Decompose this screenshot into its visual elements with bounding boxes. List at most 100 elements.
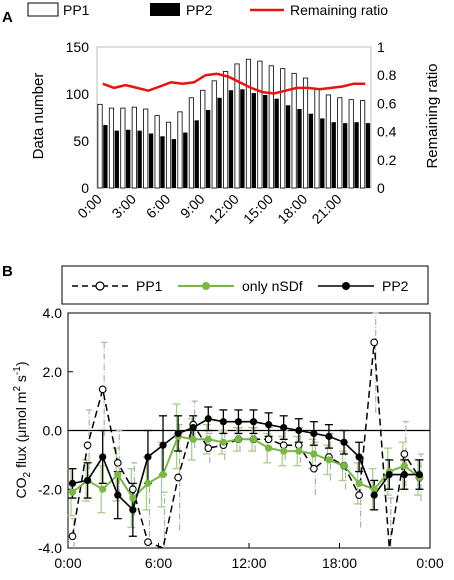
a-ytick-right-label: 0.4 xyxy=(377,124,397,140)
legend-pp2-marker xyxy=(342,282,350,290)
bar-pp2 xyxy=(103,125,108,188)
b-xtick-label: 18:00 xyxy=(322,555,357,571)
legend-pp2-label-b: PP2 xyxy=(382,278,409,294)
panel-b-legend: PP1 only nSDf PP2 xyxy=(61,265,429,305)
bar-pp2 xyxy=(251,93,256,188)
a-xtick-label: 9:00 xyxy=(177,191,208,222)
point-nsdf xyxy=(355,479,363,487)
point-pp2 xyxy=(129,506,137,514)
a-ytick-right-label: 0 xyxy=(377,180,385,196)
point-pp1 xyxy=(264,435,273,444)
panel-a-ratio-line xyxy=(102,72,366,95)
point-nsdf xyxy=(189,435,197,443)
point-pp2 xyxy=(159,441,167,449)
point-pp2 xyxy=(265,421,273,429)
b-ytick-label: 0.0 xyxy=(43,423,63,439)
point-pp2 xyxy=(249,418,258,426)
point-nsdf xyxy=(129,494,137,502)
panel-a-yticks-right: 0 0.2 0.4 0.6 0.8 1 xyxy=(377,39,397,196)
ratio-line xyxy=(102,72,366,95)
a-ytick-left-label: 100 xyxy=(66,86,90,102)
point-nsdf xyxy=(234,435,243,443)
point-pp2 xyxy=(99,453,107,461)
bar-pp1 xyxy=(314,87,320,189)
panel-a-ylabel-left: Data number xyxy=(30,73,47,160)
bar-pp1 xyxy=(188,97,194,189)
panel-b-yticks: -4.0 -2.0 0.0 2.0 4.0 xyxy=(38,305,73,556)
legend-pp2-swatch xyxy=(150,3,180,16)
bar-pp1 xyxy=(325,94,331,189)
panel-b-xticks: 0:00 6:00 12:00 18:00 0:00 xyxy=(54,543,444,571)
point-nsdf xyxy=(144,479,152,487)
bar-pp2 xyxy=(331,122,336,188)
bar-pp2 xyxy=(285,105,291,188)
bar-pp1 xyxy=(302,77,309,189)
a-ytick-right-label: 0.2 xyxy=(377,152,397,168)
b-ytick-label: -2.0 xyxy=(38,481,62,497)
point-nsdf xyxy=(325,456,333,464)
bar-pp2 xyxy=(297,109,302,188)
bar-pp2 xyxy=(114,130,119,188)
point-pp1 xyxy=(355,491,363,499)
bar-pp1 xyxy=(348,99,354,189)
b-xtick-label: 6:00 xyxy=(145,555,172,571)
bar-pp2 xyxy=(228,90,234,188)
panel-a-plot-frame xyxy=(96,46,372,189)
legend-pp1-swatch xyxy=(27,2,59,17)
bar-pp2 xyxy=(126,129,131,188)
bar-pp2 xyxy=(308,113,314,188)
point-pp2 xyxy=(219,418,227,426)
legend-pp2-label: PP2 xyxy=(186,2,213,18)
point-pp2 xyxy=(84,476,92,485)
bar-pp1 xyxy=(97,103,103,189)
a-ytick-left-label: 150 xyxy=(66,39,90,55)
b-xtick-label: 0:00 xyxy=(54,555,81,571)
point-nsdf xyxy=(400,462,408,470)
point-pp2 xyxy=(400,470,408,479)
point-pp1 xyxy=(83,441,92,450)
bar-pp2 xyxy=(342,123,348,188)
bar-pp1 xyxy=(143,108,149,189)
point-nsdf xyxy=(310,450,318,458)
bar-pp1 xyxy=(154,115,160,189)
point-pp2 xyxy=(355,453,363,461)
bar-pp1 xyxy=(234,63,240,189)
a-xtick-label: 21:00 xyxy=(308,191,344,227)
point-nsdf xyxy=(68,488,77,496)
panel-b-label: B xyxy=(2,263,13,280)
point-pp2 xyxy=(204,415,212,423)
legend-nsdf-marker xyxy=(202,282,210,290)
b-xtick-label: 0:00 xyxy=(416,555,443,571)
a-ytick-left-label: 0 xyxy=(81,180,89,196)
point-pp1 xyxy=(400,450,409,458)
point-pp2 xyxy=(234,418,243,426)
series-line-pp2 xyxy=(72,417,420,512)
point-pp1 xyxy=(144,538,152,546)
bar-pp1 xyxy=(257,60,263,189)
bar-pp1 xyxy=(177,111,183,189)
bar-pp1 xyxy=(108,107,115,189)
point-nsdf xyxy=(159,470,167,479)
point-pp2 xyxy=(114,491,122,499)
legend-pp1-marker xyxy=(95,281,105,291)
bar-pp1 xyxy=(360,100,366,189)
bar-pp1 xyxy=(268,65,274,189)
b-ytick-label: -4.0 xyxy=(38,540,62,556)
b-ytick-label: 4.0 xyxy=(43,305,63,321)
bar-pp2 xyxy=(217,97,222,188)
a-ytick-right-label: 1 xyxy=(377,39,385,55)
point-pp2 xyxy=(144,453,152,461)
panel-a-bars xyxy=(97,58,371,189)
point-nsdf xyxy=(114,470,122,479)
bar-pp2 xyxy=(194,120,199,188)
bar-pp2 xyxy=(320,118,325,188)
a-xtick-label: 0:00 xyxy=(74,191,105,222)
point-pp2 xyxy=(280,423,288,432)
bar-pp2 xyxy=(263,94,268,188)
bar-pp2 xyxy=(240,89,245,188)
point-pp1 xyxy=(310,464,318,473)
a-ytick-left-label: 50 xyxy=(73,133,89,149)
b-xtick-label: 12:00 xyxy=(231,555,266,571)
